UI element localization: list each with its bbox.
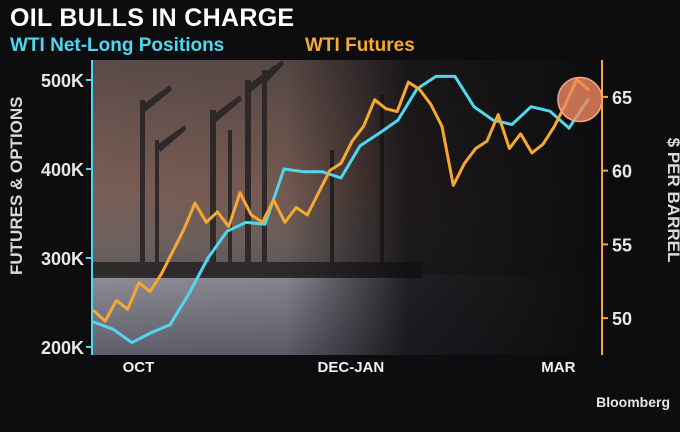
left-tick-label: 400K — [41, 160, 84, 180]
left-tick-label: 300K — [41, 249, 84, 269]
legend-net-long: WTI Net-Long Positions — [10, 35, 225, 56]
y-axis-label-right: $ PER BARREL — [664, 138, 680, 263]
chart-axes — [91, 60, 603, 355]
tick-labels: 500K 400K 300K 200K 65 60 55 50 OCT DEC-JAN MAR — [41, 71, 632, 376]
legend-wti-futures: WTI Futures — [305, 35, 415, 56]
right-tick-label: 65 — [612, 88, 632, 108]
right-tick-label: 60 — [612, 162, 632, 182]
bloomberg-logo: Bloomberg — [596, 394, 670, 410]
x-tick-label: DEC-JAN — [318, 359, 385, 376]
series-line-net-long — [92, 74, 590, 345]
x-tick-label: OCT — [123, 359, 155, 376]
latest-value-highlight — [557, 76, 603, 123]
series-line-wti-futures — [92, 77, 590, 323]
background-photo — [92, 60, 602, 355]
right-tick-label: 50 — [612, 309, 632, 329]
x-tick-label: MAR — [541, 359, 575, 376]
series-lines — [92, 74, 590, 345]
y-axis-label-left: FUTURES & OPTIONS — [7, 96, 26, 275]
chart-title: OIL BULLS IN CHARGE — [10, 4, 295, 32]
left-tick-label: 500K — [41, 71, 84, 91]
left-tick-label: 200K — [41, 338, 84, 358]
right-tick-label: 55 — [612, 235, 632, 255]
